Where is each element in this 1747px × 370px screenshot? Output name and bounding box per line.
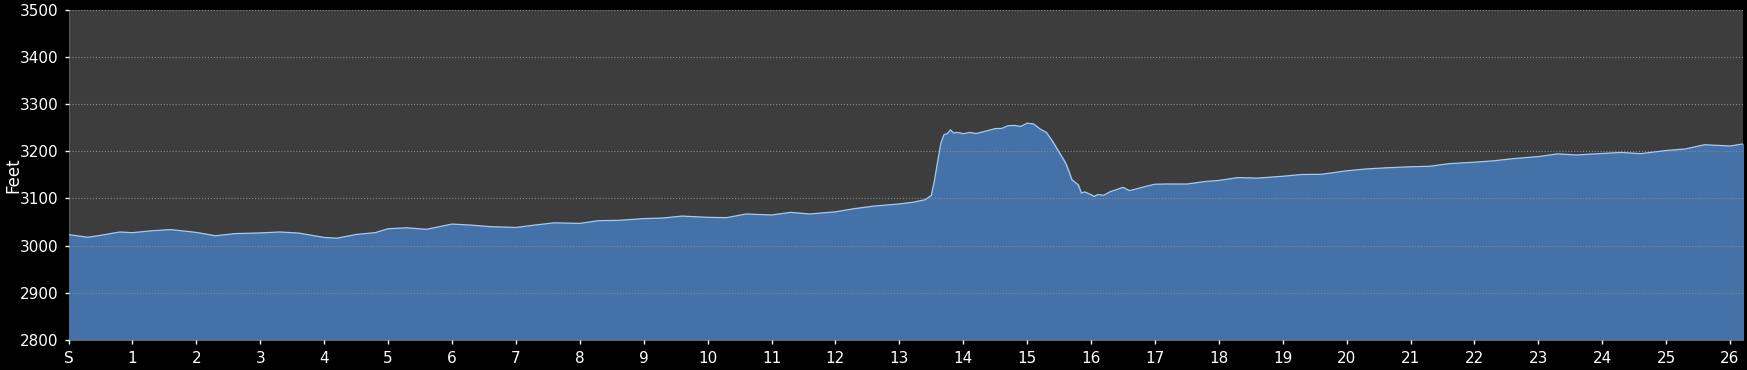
Y-axis label: Feet: Feet <box>3 157 23 193</box>
